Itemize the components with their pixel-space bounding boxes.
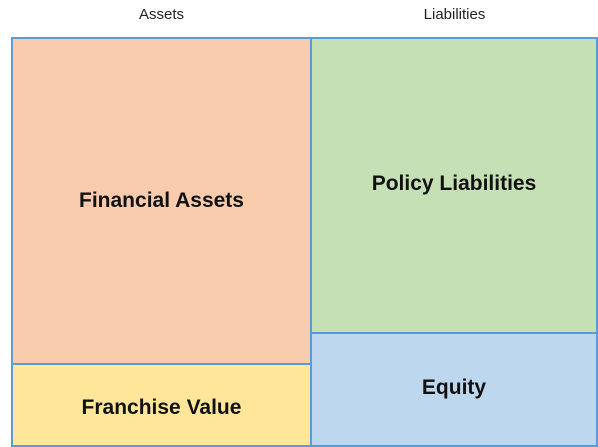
financial-assets-block: Financial Assets [11,37,312,365]
equity-block: Equity [310,332,598,447]
block-label: Franchise Value [81,396,242,419]
policy-liabilities-block: Policy Liabilities [310,37,598,334]
block-label: Financial Assets [79,189,244,212]
block-label: Equity [421,375,487,399]
column-header: Liabilities [423,6,486,23]
franchise-value-block: Franchise Value [11,363,312,447]
block-label: Policy Liabilities [371,171,537,195]
column-header: Assets [138,6,184,23]
